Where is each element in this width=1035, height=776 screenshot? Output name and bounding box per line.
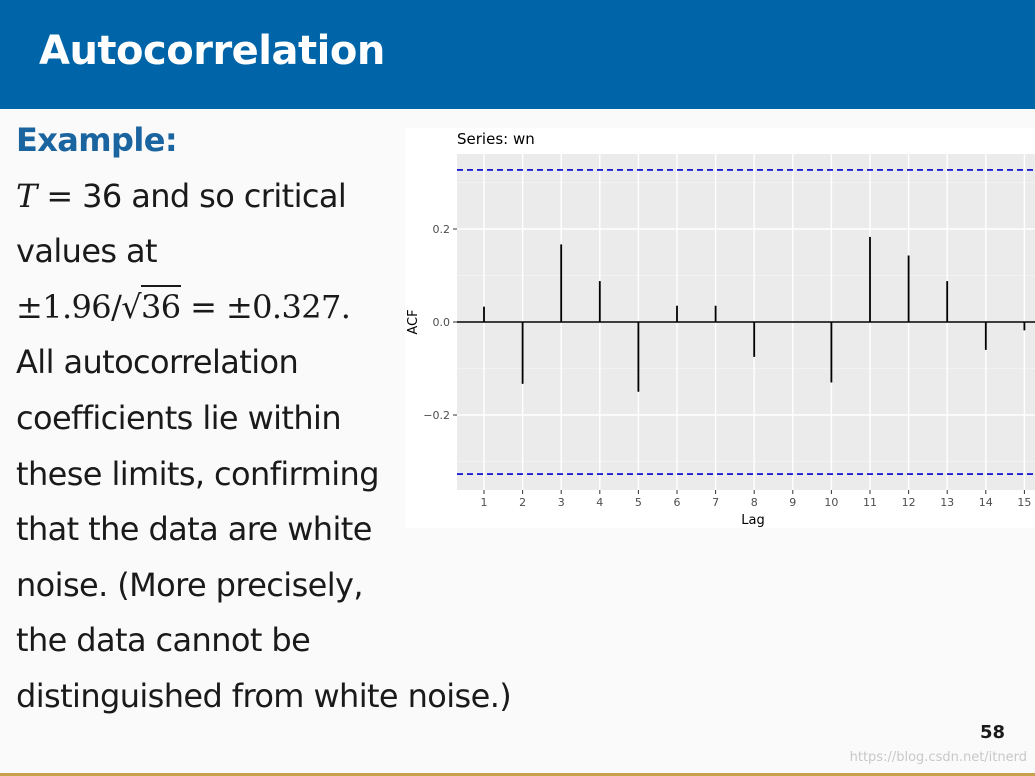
- x-tick-label: 2: [519, 496, 526, 509]
- x-tick-label: 1: [481, 496, 488, 509]
- bottom-rule: [0, 773, 1035, 776]
- example-heading: Example:: [16, 121, 178, 159]
- formula-equals: =: [180, 287, 226, 326]
- page-number: 58: [980, 722, 1006, 743]
- text-fragment: = 36 and so critical: [36, 176, 347, 215]
- slide-header: Autocorrelation: [0, 0, 1035, 109]
- slide-title: Autocorrelation: [39, 28, 385, 74]
- text-line: coefficients lie within: [16, 391, 616, 447]
- x-tick-label: 10: [824, 496, 838, 509]
- x-tick-label: 11: [863, 496, 877, 509]
- x-tick-label: 9: [789, 496, 796, 509]
- text-fragment: All autocorrelation: [16, 343, 299, 382]
- y-tick-label: −0.2: [423, 409, 450, 422]
- x-tick-label: 5: [635, 496, 642, 509]
- text-line: values at: [16, 224, 616, 280]
- x-axis-label: Lag: [741, 513, 764, 528]
- x-tick-label: 12: [902, 496, 916, 509]
- text-line: T = 36 and so critical: [16, 169, 616, 225]
- x-tick-label: 14: [979, 496, 993, 509]
- y-tick-label: 0.0: [433, 316, 451, 329]
- x-tick-label: 8: [751, 496, 758, 509]
- x-tick-label: 4: [596, 496, 603, 509]
- sqrt-sign: √: [121, 287, 142, 326]
- t-symbol: T: [16, 176, 37, 215]
- text-fragment: noise. (More precisely,: [16, 565, 364, 604]
- text-line: All autocorrelation: [16, 335, 616, 391]
- x-tick-label: 3: [558, 496, 565, 509]
- example-heading-line: Example:: [16, 113, 616, 169]
- body-text: Example: T = 36 and so critical values a…: [16, 113, 616, 725]
- text-fragment: distinguished from white noise.): [16, 676, 512, 715]
- text-fragment: coefficients lie within: [16, 398, 342, 437]
- x-tick-label: 15: [1017, 496, 1031, 509]
- x-tick-label: 13: [940, 496, 954, 509]
- x-tick-label: 7: [712, 496, 719, 509]
- formula-plusminus-value: ±1.96/: [16, 287, 122, 326]
- formula-line: ±1.96/√36 = ±0.327.: [16, 280, 616, 336]
- formula-result: ±0.327.: [225, 287, 351, 326]
- y-axis-label: ACF: [406, 309, 421, 334]
- text-fragment: that the data are white: [16, 510, 372, 549]
- y-tick-label: 0.2: [433, 223, 451, 236]
- acf-chart: −0.2 0.0 0.2 1 2 3 4 5 6 7 8 9 10 11 12 13 14 15 Series: w…: [405, 128, 1035, 528]
- text-fragment: the data cannot be: [16, 621, 311, 660]
- text-line: that the data are white: [16, 502, 616, 558]
- sqrt-argument: 36: [141, 284, 181, 326]
- text-fragment: these limits, confirming: [16, 454, 380, 493]
- text-line: noise. (More precisely,: [16, 558, 616, 614]
- text-line: distinguished from white noise.): [16, 669, 616, 725]
- chart-title: Series: wn: [457, 130, 535, 148]
- text-line: the data cannot be: [16, 613, 616, 669]
- text-line: these limits, confirming: [16, 447, 616, 503]
- watermark-text: https://blog.csdn.net/itnerd: [849, 750, 1027, 765]
- text-fragment: values at: [16, 232, 158, 271]
- x-tick-label: 6: [674, 496, 681, 509]
